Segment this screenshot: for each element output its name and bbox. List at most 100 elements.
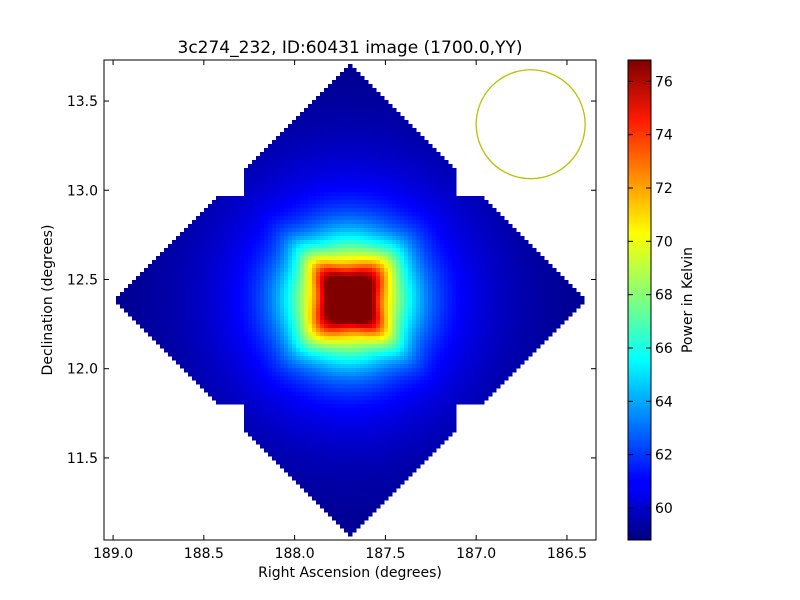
heatmap-cell [264,220,269,225]
heatmap-cell [396,164,401,169]
heatmap-cell [396,116,401,121]
heatmap-cell [164,336,169,341]
heatmap-cell [528,248,533,253]
heatmap-cell [192,324,197,329]
heatmap-cell [364,96,369,101]
heatmap-cell [344,240,349,245]
heatmap-cell [412,312,417,317]
heatmap-cell [232,332,237,337]
heatmap-cell [288,160,293,165]
heatmap-cell [292,336,297,341]
heatmap-cell [332,216,337,221]
heatmap-cell [424,176,429,181]
heatmap-cell [320,260,325,265]
heatmap-cell [428,304,433,309]
heatmap-cell [168,260,173,265]
heatmap-cell [212,200,217,205]
heatmap-cell [320,116,325,121]
heatmap-cell [248,336,253,341]
heatmap-cell [204,216,209,221]
heatmap-cell [148,276,153,281]
heatmap-cell [444,172,449,177]
heatmap-cell [524,316,529,321]
heatmap-cell [396,344,401,349]
heatmap-cell [324,112,329,117]
heatmap-cell [292,284,297,289]
heatmap-cell [420,140,425,145]
heatmap-cell [256,300,261,305]
heatmap-cell [496,244,501,249]
heatmap-cell [216,300,221,305]
heatmap-cell [424,292,429,297]
heatmap-cell [272,240,277,245]
heatmap-cell [352,344,357,349]
heatmap-cell [400,300,405,305]
heatmap-cell [364,120,369,125]
heatmap-cell [372,332,377,337]
heatmap-cell [376,324,381,329]
heatmap-cell [516,264,521,269]
heatmap-cell [268,340,273,345]
heatmap-cell [492,276,497,281]
heatmap-cell [408,148,413,153]
heatmap-cell [268,296,273,301]
heatmap-cell [308,288,313,293]
heatmap-cell [416,312,421,317]
heatmap-cell [160,336,165,341]
heatmap-cell [236,324,241,329]
heatmap-cell [320,348,325,353]
heatmap-cell [292,348,297,353]
heatmap-cell [396,120,401,125]
heatmap-cell [160,324,165,329]
heatmap-cell [284,344,289,349]
heatmap-cell [220,344,225,349]
heatmap-cell [184,320,189,325]
heatmap-cell [548,320,553,325]
heatmap-cell [408,344,413,349]
heatmap-cell [304,332,309,337]
heatmap-cell [284,288,289,293]
heatmap-cell [404,304,409,309]
heatmap-cell [336,112,341,117]
heatmap-cell [364,240,369,245]
heatmap-cell [228,336,233,341]
heatmap-cell [400,344,405,349]
heatmap-cell [520,304,525,309]
heatmap-cell [164,256,169,261]
heatmap-cell [400,244,405,249]
heatmap-cell [224,356,229,361]
heatmap-cell [364,148,369,153]
heatmap-cell [144,276,149,281]
heatmap-cell [140,312,145,317]
heatmap-cell [320,248,325,253]
heatmap-cell [420,316,425,321]
heatmap-cell [312,144,317,149]
heatmap-cell [428,272,433,277]
heatmap-cell [324,240,329,245]
heatmap-cell [280,288,285,293]
heatmap-cell [364,104,369,109]
heatmap-cell [328,340,333,345]
heatmap-cell [384,172,389,177]
heatmap-cell [264,352,269,357]
heatmap-cell [424,280,429,285]
heatmap-cell [340,176,345,181]
heatmap-cell [440,228,445,233]
heatmap-cell [336,316,341,321]
heatmap-cell [384,268,389,273]
heatmap-cell [284,224,289,229]
heatmap-cell [480,252,485,257]
heatmap-cell [348,72,353,77]
heatmap-cell [380,320,385,325]
heatmap-cell [420,224,425,229]
heatmap-cell [140,276,145,281]
heatmap-cell [392,240,397,245]
heatmap-cell [360,284,365,289]
heatmap-cell [444,196,449,201]
heatmap-cell [472,304,477,309]
heatmap-cell [332,356,337,361]
heatmap-cell [284,328,289,333]
heatmap-cell [396,316,401,321]
heatmap-cell [344,220,349,225]
heatmap-cell [536,264,541,269]
